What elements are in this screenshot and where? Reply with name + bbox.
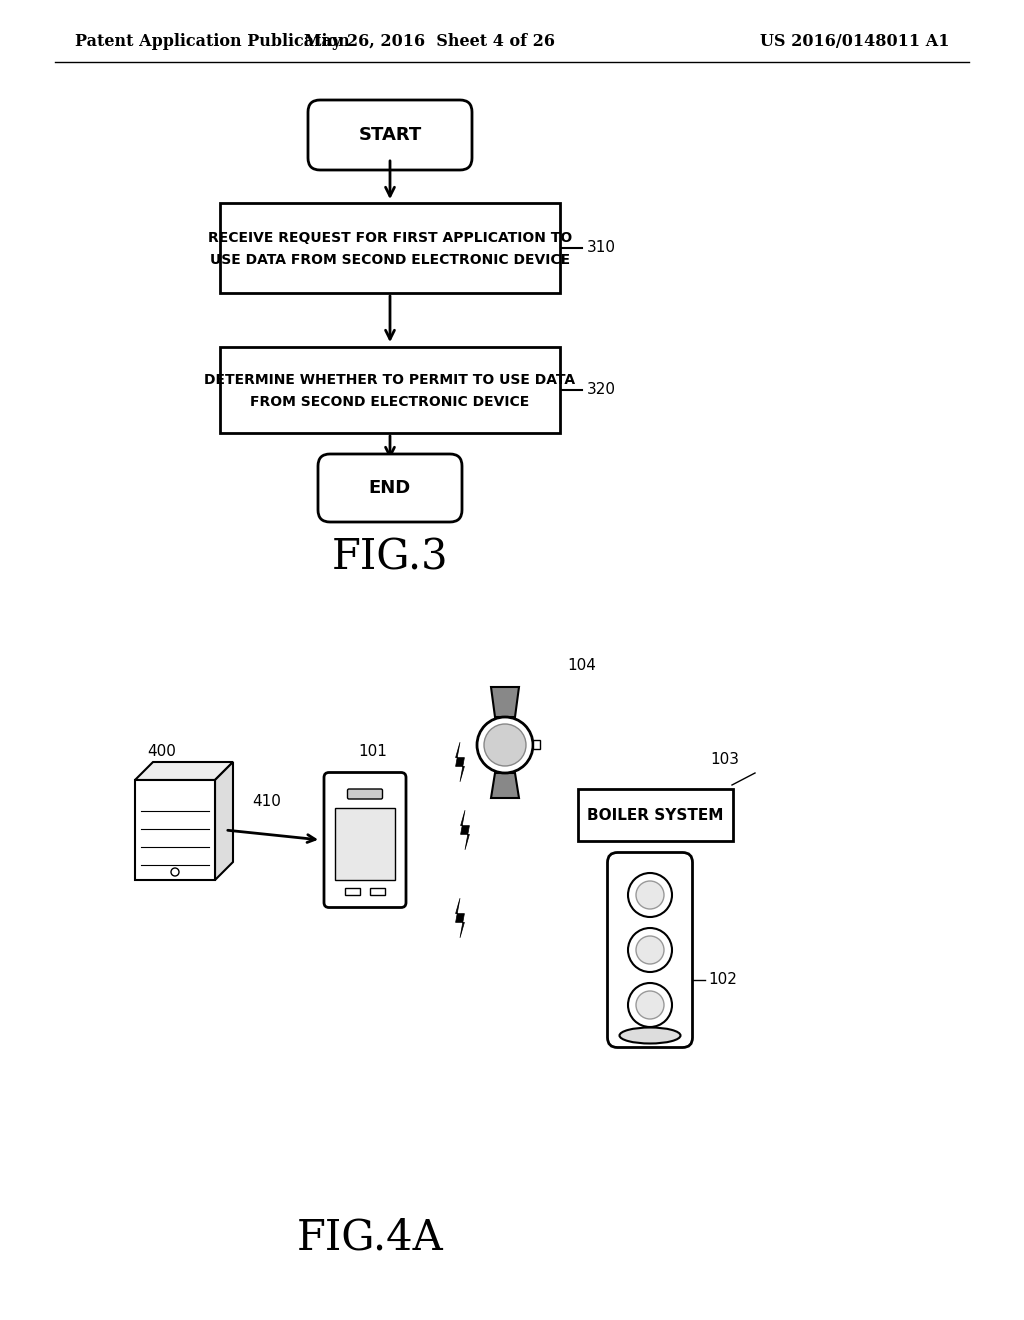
Text: May 26, 2016  Sheet 4 of 26: May 26, 2016 Sheet 4 of 26 — [304, 33, 555, 50]
Text: FIG.4A: FIG.4A — [297, 1217, 443, 1259]
Bar — [220, 347, 560, 433]
Bar — [345, 887, 360, 895]
Text: BOILER SYSTEM: BOILER SYSTEM — [587, 808, 723, 822]
Text: FROM SECOND ELECTRONIC DEVICE: FROM SECOND ELECTRONIC DEVICE — [251, 395, 529, 409]
Bar — [370, 887, 385, 895]
Bar — [135, 780, 215, 880]
Text: 101: 101 — [358, 744, 387, 759]
FancyBboxPatch shape — [308, 100, 472, 170]
Polygon shape — [456, 898, 465, 937]
Polygon shape — [456, 742, 465, 781]
Polygon shape — [135, 762, 233, 780]
Circle shape — [636, 936, 664, 964]
Circle shape — [628, 983, 672, 1027]
Circle shape — [628, 928, 672, 972]
Ellipse shape — [620, 1027, 681, 1044]
Circle shape — [628, 873, 672, 917]
Text: 102: 102 — [708, 973, 737, 987]
Circle shape — [477, 717, 534, 774]
FancyBboxPatch shape — [607, 853, 692, 1048]
Text: START: START — [358, 125, 422, 144]
Text: FIG.3: FIG.3 — [332, 537, 449, 579]
Polygon shape — [215, 762, 233, 880]
Bar — [534, 741, 540, 748]
FancyBboxPatch shape — [318, 454, 462, 521]
Text: DETERMINE WHETHER TO PERMIT TO USE DATA: DETERMINE WHETHER TO PERMIT TO USE DATA — [205, 374, 575, 387]
FancyBboxPatch shape — [347, 789, 383, 799]
Polygon shape — [461, 810, 469, 850]
Polygon shape — [490, 774, 519, 799]
Text: Patent Application Publication: Patent Application Publication — [75, 33, 350, 50]
Circle shape — [171, 869, 179, 876]
Text: US 2016/0148011 A1: US 2016/0148011 A1 — [761, 33, 950, 50]
Text: 410: 410 — [253, 795, 282, 809]
Text: 320: 320 — [587, 383, 616, 397]
Text: 103: 103 — [710, 752, 739, 767]
Circle shape — [636, 991, 664, 1019]
Circle shape — [484, 723, 526, 766]
Bar — [335, 808, 395, 880]
Text: RECEIVE REQUEST FOR FIRST APPLICATION TO: RECEIVE REQUEST FOR FIRST APPLICATION TO — [208, 231, 572, 246]
Polygon shape — [490, 686, 519, 717]
Text: USE DATA FROM SECOND ELECTRONIC DEVICE: USE DATA FROM SECOND ELECTRONIC DEVICE — [210, 253, 570, 267]
Text: 400: 400 — [147, 744, 176, 759]
Circle shape — [636, 880, 664, 909]
Text: 310: 310 — [587, 240, 616, 256]
Text: END: END — [369, 479, 411, 498]
Bar — [220, 203, 560, 293]
Text: 104: 104 — [567, 657, 596, 672]
Bar — [578, 789, 732, 841]
FancyBboxPatch shape — [324, 772, 406, 908]
